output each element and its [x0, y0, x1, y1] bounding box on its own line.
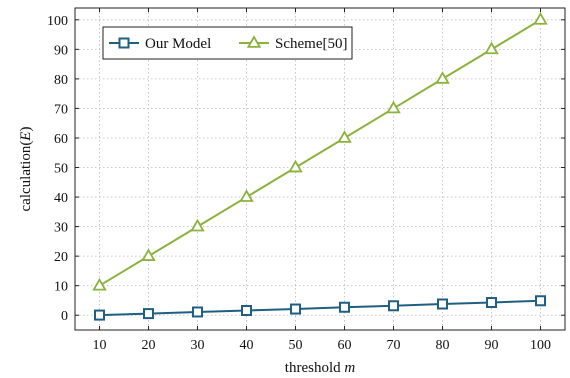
x-axis-label-text: threshold [285, 360, 345, 376]
legend-label: Our Model [145, 36, 211, 52]
data-point [484, 41, 499, 55]
y-tick-label: 0 [61, 309, 68, 324]
y-tick-label: 60 [54, 132, 68, 147]
x-tick-label: 50 [289, 338, 303, 353]
y-axis-label-text: calculation( [18, 141, 34, 212]
data-point [486, 297, 497, 309]
data-point [94, 309, 105, 321]
x-tick-label: 30 [191, 338, 205, 353]
series-line [98, 18, 542, 287]
data-point [337, 130, 352, 143]
data-point [288, 159, 303, 173]
ticks: 10 20 30 40 50 60 70 80 90 100 0 10 20 30 40 50 60 70 80 90… [47, 8, 565, 353]
data-point [241, 305, 252, 317]
legend: Our Model Scheme[50] [102, 26, 353, 60]
data-point [290, 303, 301, 315]
data-point [239, 189, 254, 202]
y-tick-label: 40 [54, 191, 68, 206]
x-tick-label: 60 [338, 338, 352, 353]
data-point [143, 308, 154, 320]
legend-item: Our Model [109, 36, 211, 52]
y-tick-label: 100 [47, 14, 68, 29]
x-axis-label: threshold m [285, 360, 356, 376]
x-tick-label: 10 [93, 338, 107, 353]
legend-label: Scheme[50] [275, 36, 347, 52]
data-point [437, 298, 448, 310]
x-tick-label: 40 [240, 338, 254, 353]
data-point [435, 71, 450, 84]
x-tick-label: 80 [436, 338, 450, 353]
y-tick-label: 90 [54, 43, 68, 58]
series-scheme-50 [92, 12, 548, 291]
legend-marker [118, 37, 130, 49]
x-tick-label: 90 [485, 338, 499, 353]
data-point [386, 100, 401, 114]
data-point [535, 295, 546, 307]
legend-marker [246, 35, 262, 48]
x-tick-label: 70 [387, 338, 401, 353]
legend-item: Scheme[50] [239, 35, 347, 52]
data-point [190, 218, 205, 232]
x-axis-label-var: m [344, 360, 355, 376]
y-tick-label: 70 [54, 102, 68, 117]
y-axis-label-var: E [18, 132, 34, 142]
data-point [141, 248, 156, 261]
plot-frame [74, 7, 566, 331]
data-point [388, 300, 399, 312]
y-tick-label: 20 [54, 250, 68, 265]
series-line [99, 299, 541, 317]
series-our-model [94, 295, 546, 321]
legend-box [102, 26, 353, 60]
y-tick-label: 10 [54, 280, 68, 295]
data-point [339, 301, 350, 313]
x-tick-label: 100 [530, 338, 551, 353]
y-tick-label: 50 [54, 162, 68, 177]
y-tick-label: 80 [54, 73, 68, 88]
data-point [533, 12, 548, 25]
y-axis-label-close: ) [18, 127, 34, 132]
x-tick-label: 20 [142, 338, 156, 353]
data-point [192, 306, 203, 318]
y-tick-label: 30 [54, 221, 68, 236]
y-axis-label: calculation(E) [18, 127, 34, 212]
series-layer [92, 12, 548, 321]
data-point [92, 277, 107, 291]
